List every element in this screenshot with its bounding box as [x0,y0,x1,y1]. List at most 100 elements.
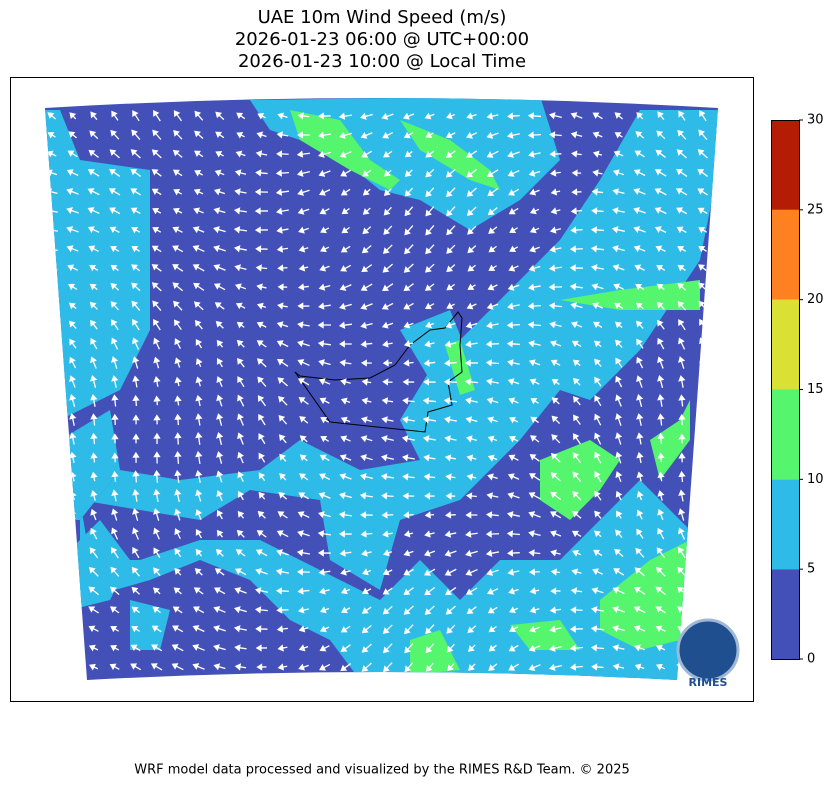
wind-arrow [90,471,98,482]
wind-arrow [172,169,183,177]
wind-arrow [486,511,499,519]
wind-arrow [278,395,288,406]
wind-arrow [87,188,100,196]
wind-arrow [677,301,687,311]
wind-arrow [570,302,583,310]
wind-arrow [234,264,247,272]
wind-arrow [195,528,203,539]
wind-arrow [277,264,288,272]
wind-arrow [90,319,98,330]
wind-arrow [296,568,310,576]
wind-arrow [256,663,267,671]
wind-arrow [150,663,163,671]
wind-arrow [466,302,477,310]
wind-arrow [445,511,456,519]
wind-arrow [110,626,120,633]
wind-arrow [572,510,582,519]
wind-arrow [318,359,331,367]
wind-arrow [194,150,204,158]
wind-arrow [276,321,289,329]
wind-arrow [402,492,415,500]
footer: WRF model data processed and visualized … [134,763,630,778]
wind-arrow [132,394,140,406]
wind-arrow [615,490,623,501]
wind-arrow [528,264,541,272]
wind-arrow [318,283,331,291]
wind-arrow [656,264,666,272]
wind-arrow [277,283,288,291]
wind-arrow [380,454,395,462]
wind-arrow [339,284,352,291]
wind-arrow [636,451,644,464]
wind-arrow [528,549,541,557]
wind-arrow [444,568,457,576]
wind-arrow [615,451,623,464]
wind-arrow [465,549,478,557]
wind-arrow [90,490,98,501]
wind-arrow [381,511,394,519]
wind-arrow [592,568,604,576]
wind-arrow [571,340,582,348]
wind-arrow [151,245,162,253]
wind-arrow [635,131,645,139]
wind-arrow [636,432,644,445]
wind-arrow [110,301,120,311]
wind-arrow [404,624,414,635]
wind-arrow [49,510,56,519]
wind-arrow [422,397,436,405]
wind-arrow [275,188,290,196]
wind-arrow [90,432,98,445]
wind-arrow [699,470,707,483]
wind-arrow [549,340,562,348]
wind-arrow [465,416,478,424]
colorbar-segment [771,389,799,480]
wind-arrow [195,450,203,465]
wind-arrow [465,530,478,538]
wind-arrow [527,112,542,120]
wind-arrow [592,169,603,177]
wind-arrow [615,471,623,482]
wind-arrow [48,394,55,407]
wind-arrow [276,226,289,234]
wind-arrow [339,492,352,500]
wind-arrow [614,112,623,120]
wind-arrow [676,226,687,234]
wind-arrow [319,454,330,462]
wind-arrow [237,471,245,482]
wind-arrow [636,112,644,120]
wind-arrow [339,340,352,348]
map [45,98,718,680]
wind-arrow [192,644,205,651]
wind-arrow [612,644,625,652]
wind-arrow [67,150,78,158]
wind-arrow [593,321,603,329]
wind-arrow [677,264,686,272]
wind-arrow [698,246,707,253]
wind-arrow [403,340,414,348]
wind-arrow [361,624,372,634]
wind-arrow [570,226,583,234]
wind-arrow [591,207,604,215]
wind-arrow [403,359,414,367]
wind-arrow [279,453,287,462]
wind-arrow [656,547,666,559]
wind-arrow [319,644,330,652]
wind-arrow [258,452,266,463]
wind-arrow [612,245,625,253]
wind-arrow [275,587,289,595]
wind-arrow [508,188,520,196]
wind-arrow [486,568,499,576]
wind-arrow [548,663,562,671]
wind-arrow [362,568,372,576]
wind-arrow [465,587,478,595]
wind-arrow [591,283,604,291]
wind-arrow [529,245,540,253]
wind-arrow [360,359,372,367]
wind-arrow [467,644,476,652]
wind-arrow [234,188,247,196]
wind-arrow [403,321,414,329]
wind-arrow [678,110,686,121]
wind-arrow [570,587,583,595]
wind-arrow [340,663,352,672]
wind-arrow [507,378,520,386]
